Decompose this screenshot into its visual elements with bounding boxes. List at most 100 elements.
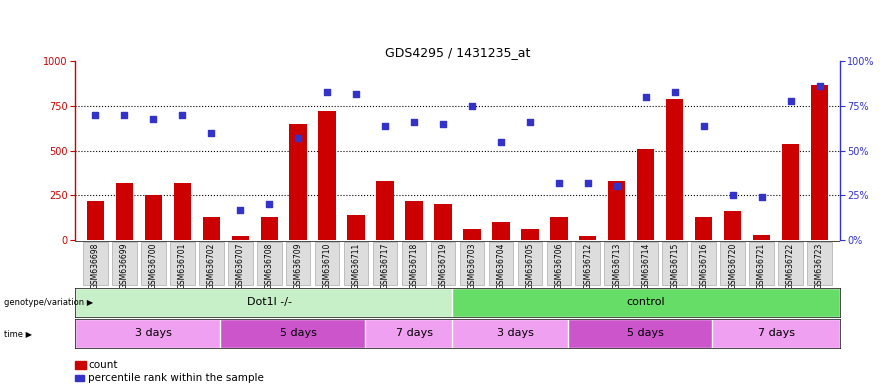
FancyBboxPatch shape [517,242,542,285]
Text: GSM636705: GSM636705 [525,243,535,289]
Text: GSM636699: GSM636699 [120,243,129,289]
FancyBboxPatch shape [750,242,774,285]
Bar [289,124,307,240]
Point [581,180,595,186]
Bar [568,319,724,348]
Text: GSM636722: GSM636722 [786,243,795,289]
Text: GSM636701: GSM636701 [178,243,187,289]
FancyBboxPatch shape [141,242,165,285]
Text: GSM636700: GSM636700 [149,243,158,289]
Bar [75,288,463,317]
FancyBboxPatch shape [460,242,484,285]
Point [465,103,479,109]
FancyBboxPatch shape [257,242,281,285]
Text: GSM636711: GSM636711 [352,243,361,289]
Text: 3 days: 3 days [497,328,534,338]
FancyBboxPatch shape [489,242,514,285]
Text: GSM636723: GSM636723 [815,243,824,289]
FancyBboxPatch shape [431,242,455,285]
FancyBboxPatch shape [112,242,137,285]
Bar [87,201,104,240]
Text: GSM636703: GSM636703 [468,243,476,289]
Point [726,192,740,199]
Point [175,112,189,118]
Point [494,139,508,145]
FancyBboxPatch shape [605,242,629,285]
Text: 5 days: 5 days [628,328,664,338]
Bar [434,204,452,240]
Bar [452,288,840,317]
Bar [116,183,133,240]
FancyBboxPatch shape [720,242,745,285]
FancyBboxPatch shape [83,242,108,285]
Point [407,119,421,125]
Point [755,194,769,200]
Bar [522,229,538,240]
Bar [811,84,828,240]
Text: 7 days: 7 days [758,328,795,338]
FancyBboxPatch shape [373,242,398,285]
Text: GSM636709: GSM636709 [293,243,302,289]
Point [263,201,277,207]
Bar [347,215,365,240]
Text: time ▶: time ▶ [4,329,33,338]
Point [146,116,160,122]
Text: Dot1l -/-: Dot1l -/- [247,297,292,308]
Bar [232,237,249,240]
FancyBboxPatch shape [546,242,571,285]
Bar [75,319,232,348]
Bar [666,99,683,240]
Bar [365,319,463,348]
Point [522,119,537,125]
Text: GSM636716: GSM636716 [699,243,708,289]
Text: GSM636718: GSM636718 [409,243,418,289]
Text: percentile rank within the sample: percentile rank within the sample [88,373,264,383]
Bar [202,217,220,240]
Bar [608,181,626,240]
Text: GSM636706: GSM636706 [554,243,563,289]
Bar [377,181,393,240]
Text: 5 days: 5 days [279,328,316,338]
Bar [579,237,597,240]
FancyBboxPatch shape [401,242,426,285]
Text: GSM636714: GSM636714 [641,243,651,289]
Text: GSM636719: GSM636719 [438,243,447,289]
Text: GSM636702: GSM636702 [207,243,216,289]
Text: GSM636704: GSM636704 [497,243,506,289]
Point [349,91,363,97]
FancyBboxPatch shape [575,242,600,285]
Text: control: control [627,297,665,308]
Point [812,83,827,89]
Point [233,207,248,213]
Point [610,184,624,190]
Point [667,89,682,95]
Bar [637,149,654,240]
Point [697,122,711,129]
Text: count: count [88,360,118,370]
FancyBboxPatch shape [315,242,339,285]
Point [378,122,392,129]
Bar [173,183,191,240]
Bar [145,195,162,240]
Point [638,94,652,100]
Text: GSM636721: GSM636721 [757,243,766,289]
Point [320,89,334,95]
Text: GSM636717: GSM636717 [380,243,390,289]
Text: genotype/variation ▶: genotype/variation ▶ [4,298,94,307]
Bar [713,319,840,348]
Point [88,112,103,118]
Text: GSM636708: GSM636708 [264,243,274,289]
Text: GSM636720: GSM636720 [728,243,737,289]
FancyBboxPatch shape [344,242,369,285]
Title: GDS4295 / 1431235_at: GDS4295 / 1431235_at [385,46,530,59]
Bar [220,319,377,348]
Text: GSM636710: GSM636710 [323,243,332,289]
Text: GSM636698: GSM636698 [91,243,100,289]
Point [552,180,566,186]
FancyBboxPatch shape [634,242,658,285]
Text: GSM636712: GSM636712 [583,243,592,289]
Bar [406,201,423,240]
FancyBboxPatch shape [807,242,832,285]
FancyBboxPatch shape [691,242,716,285]
FancyBboxPatch shape [662,242,687,285]
